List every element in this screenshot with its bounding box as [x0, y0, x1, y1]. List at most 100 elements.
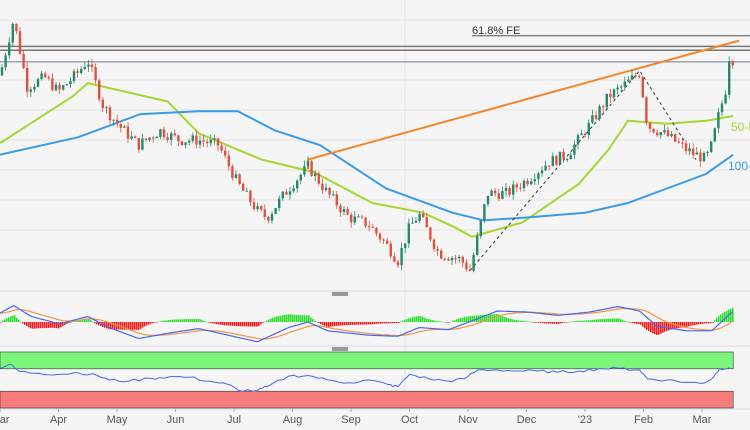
candle-body — [486, 195, 490, 205]
macd-histogram-bar — [640, 322, 642, 325]
candle-body — [321, 183, 324, 191]
macd-histogram-bar — [444, 321, 446, 323]
macd-histogram-bar — [344, 322, 346, 326]
candle — [213, 134, 216, 145]
candle — [670, 130, 673, 138]
macd-histogram-bar — [276, 316, 278, 322]
candle-body — [522, 180, 526, 189]
macd-histogram-bar — [286, 314, 288, 322]
macd-line — [0, 305, 733, 343]
macd-histogram-bar — [392, 322, 394, 324]
macd-histogram-bar — [224, 322, 226, 326]
x-tick-label: Oct — [401, 414, 418, 426]
macd-histogram-bar — [4, 319, 6, 322]
macd-histogram-bar — [272, 317, 274, 322]
candle — [350, 212, 353, 228]
macd-histogram-bar — [210, 322, 212, 323]
candle-body — [501, 191, 504, 199]
macd-histogram-bar — [656, 322, 658, 335]
macd-histogram-bar — [578, 320, 580, 322]
macd-histogram-bar — [132, 322, 134, 330]
candle — [681, 138, 684, 149]
macd-histogram-bar — [292, 314, 294, 322]
macd-histogram-bar — [264, 321, 266, 323]
macd-histogram-bar — [314, 320, 316, 322]
macd-histogram-bar — [200, 319, 202, 322]
candle-body — [51, 78, 54, 91]
macd-histogram-bar — [610, 318, 612, 322]
candle-body — [634, 75, 637, 77]
candle-body — [508, 187, 511, 195]
candle-body — [494, 190, 497, 194]
candle-body — [411, 222, 414, 224]
candle-body — [202, 140, 205, 142]
candle-body — [652, 128, 655, 133]
macd-histogram-bar — [608, 318, 610, 322]
candle — [288, 187, 292, 200]
macd-histogram-bar — [202, 320, 204, 322]
macd-histogram-bar — [0, 322, 2, 323]
macd-histogram-bar — [64, 322, 66, 325]
candle-body — [108, 107, 112, 121]
macd-histogram-bar — [16, 317, 18, 322]
candle-body — [26, 67, 29, 92]
macd-histogram-bar — [460, 318, 462, 322]
macd-histogram-bar — [232, 322, 234, 326]
candle-body — [551, 156, 554, 167]
macd-histogram-bar — [270, 318, 272, 322]
candle — [422, 210, 425, 219]
macd-histogram-bar — [186, 319, 188, 322]
panel-resize-handle[interactable] — [332, 292, 348, 296]
macd-histogram-bar — [306, 315, 308, 322]
candle-body — [580, 133, 583, 136]
candle-body — [717, 112, 720, 129]
macd-histogram-bar — [262, 322, 264, 323]
macd-histogram-bar — [100, 322, 102, 327]
macd-histogram-bar — [140, 322, 142, 329]
candle-body — [638, 76, 641, 78]
candle — [645, 95, 648, 126]
macd-histogram-bar — [24, 322, 26, 325]
macd-histogram-bar — [482, 314, 484, 322]
candle — [94, 63, 97, 84]
candle-body — [353, 216, 356, 223]
candle-body — [483, 204, 486, 221]
candle-body — [281, 191, 284, 199]
candle — [393, 252, 396, 263]
macd-histogram-bar — [298, 314, 300, 322]
candle — [260, 205, 263, 212]
macd-histogram-bar — [326, 322, 328, 327]
candle — [299, 173, 302, 185]
macd-histogram-bar — [8, 317, 10, 322]
candle — [483, 203, 486, 223]
macd-histogram-bar — [678, 322, 680, 328]
candle-body — [566, 159, 569, 161]
macd-histogram-bar — [522, 320, 524, 322]
macd-histogram-bar — [46, 322, 48, 328]
macd-histogram-bar — [208, 322, 210, 323]
candle — [400, 242, 403, 271]
macd-histogram-bar — [246, 322, 248, 327]
macd-histogram-bar — [230, 322, 232, 326]
candle-body — [396, 261, 400, 266]
macd-histogram-bar — [412, 317, 414, 322]
macd-histogram-bar — [356, 322, 358, 325]
candle-body — [706, 151, 709, 153]
panel-resize-handle[interactable] — [332, 347, 348, 351]
macd-histogram-bar — [474, 315, 476, 322]
fib-label: 61.8% FE — [472, 25, 520, 37]
candle — [141, 133, 144, 151]
macd-histogram-bar — [254, 322, 256, 327]
macd-histogram-bar — [338, 322, 340, 326]
candle — [206, 138, 209, 148]
candle-body — [159, 129, 162, 137]
macd-histogram-bar — [162, 320, 164, 322]
macd-histogram-bar — [658, 322, 660, 335]
candle-body — [695, 152, 698, 155]
macd-histogram-bar — [98, 322, 100, 326]
candle — [166, 132, 169, 143]
candle — [170, 131, 173, 146]
candle-body — [18, 31, 22, 54]
candle-body — [612, 89, 616, 98]
macd-histogram-bar — [318, 322, 320, 324]
